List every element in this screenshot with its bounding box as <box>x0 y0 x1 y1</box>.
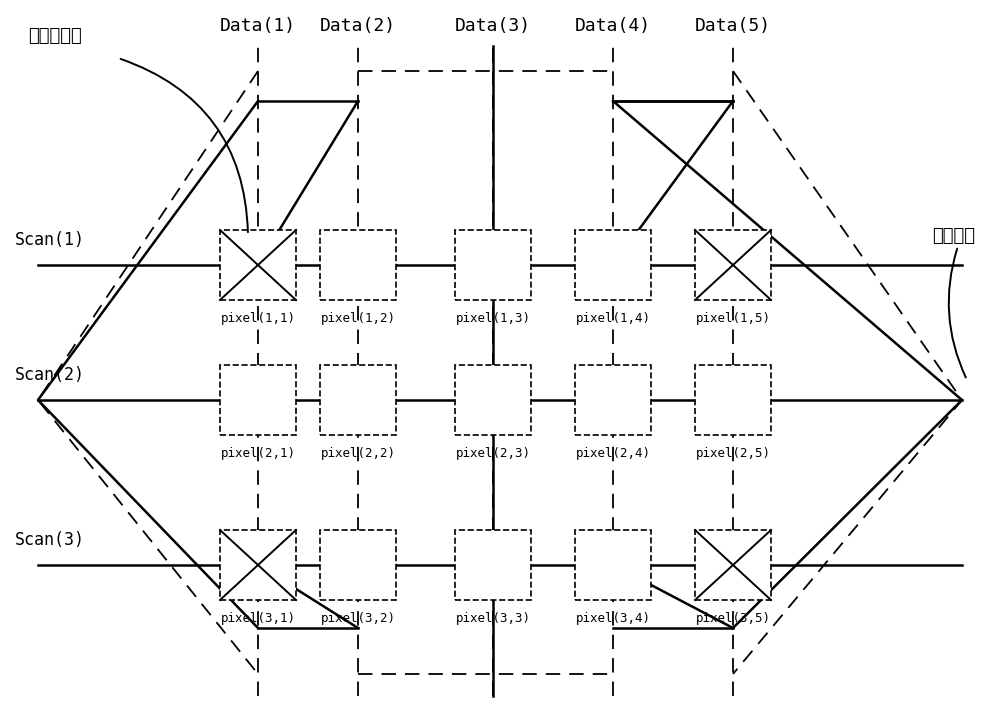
Bar <box>695 365 771 435</box>
Bar <box>220 530 296 600</box>
Text: pixel(1,1): pixel(1,1) <box>220 312 296 325</box>
Text: pixel(1,3): pixel(1,3) <box>456 312 530 325</box>
Bar <box>575 230 651 300</box>
Text: Data(3): Data(3) <box>455 17 531 35</box>
Text: pixel(3,5): pixel(3,5) <box>696 612 770 625</box>
Text: 显示区域: 显示区域 <box>932 227 975 245</box>
Text: pixel(2,4): pixel(2,4) <box>576 447 650 460</box>
Text: pixel(2,2): pixel(2,2) <box>320 447 396 460</box>
Text: pixel(1,4): pixel(1,4) <box>576 312 650 325</box>
Text: pixel(3,1): pixel(3,1) <box>220 612 296 625</box>
Bar <box>695 530 771 600</box>
Text: pixel(2,1): pixel(2,1) <box>220 447 296 460</box>
Text: pixel(3,3): pixel(3,3) <box>456 612 530 625</box>
Text: Scan(2): Scan(2) <box>15 366 85 384</box>
Text: pixel(3,4): pixel(3,4) <box>576 612 650 625</box>
Bar <box>220 365 296 435</box>
Text: Data(2): Data(2) <box>320 17 396 35</box>
Text: Scan(1): Scan(1) <box>15 231 85 249</box>
Text: Data(1): Data(1) <box>220 17 296 35</box>
Bar <box>455 230 531 300</box>
Bar <box>455 530 531 600</box>
Text: 不显示像素: 不显示像素 <box>28 27 82 45</box>
Bar <box>575 365 651 435</box>
Bar <box>320 365 396 435</box>
Text: pixel(1,2): pixel(1,2) <box>320 312 396 325</box>
Bar <box>455 365 531 435</box>
Text: pixel(2,5): pixel(2,5) <box>696 447 770 460</box>
Bar <box>320 230 396 300</box>
Text: pixel(3,2): pixel(3,2) <box>320 612 396 625</box>
Text: pixel(1,5): pixel(1,5) <box>696 312 770 325</box>
Text: Data(4): Data(4) <box>575 17 651 35</box>
Bar <box>695 230 771 300</box>
Text: Scan(3): Scan(3) <box>15 531 85 549</box>
Bar <box>575 530 651 600</box>
Bar <box>320 530 396 600</box>
Bar <box>220 230 296 300</box>
Text: pixel(2,3): pixel(2,3) <box>456 447 530 460</box>
Text: Data(5): Data(5) <box>695 17 771 35</box>
